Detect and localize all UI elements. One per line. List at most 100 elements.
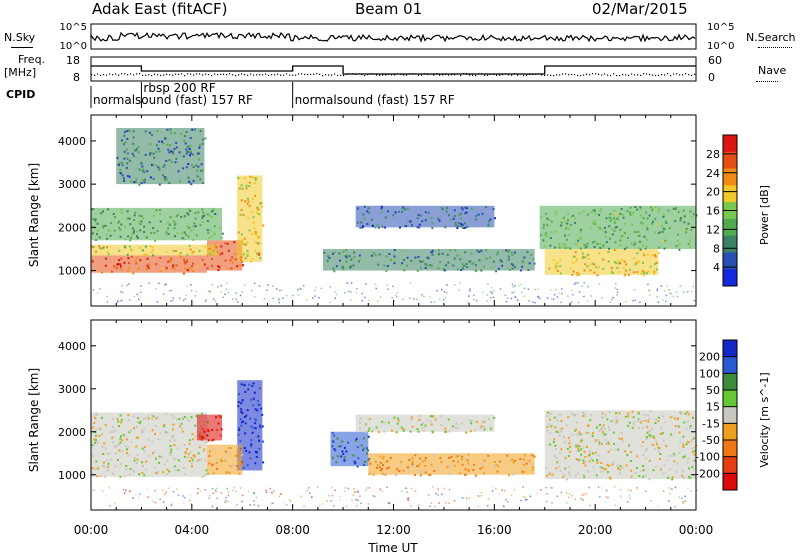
velocity-speckle [107, 452, 110, 455]
velocity-region-fill [355, 414, 495, 432]
power-speckle [620, 208, 623, 210]
velocity-speckle [431, 431, 434, 434]
power-speckle [430, 264, 433, 267]
power-speckle [156, 230, 159, 232]
velocity-noise [108, 486, 110, 489]
velocity-speckle [494, 461, 496, 463]
velocity-speckle [202, 450, 205, 453]
power-speckle [166, 128, 169, 131]
velocity-speckle [528, 459, 531, 462]
power-speckle [328, 256, 331, 259]
nave-dot [550, 74, 552, 77]
power-noise [347, 290, 350, 293]
power-region-7 [355, 205, 496, 230]
velocity-noise [504, 490, 506, 492]
velocity-speckle [408, 459, 411, 461]
velocity-speckle [244, 432, 247, 435]
nave-dot [151, 75, 153, 77]
velocity-speckle [245, 414, 248, 417]
velocity-speckle [194, 424, 197, 427]
velocity-speckle [602, 470, 605, 473]
power-noise [656, 296, 658, 298]
velocity-speckle [130, 441, 133, 444]
velocity-speckle [606, 463, 609, 466]
velocity-speckle [238, 472, 241, 475]
power-speckle [589, 227, 592, 230]
velocity-speckle [238, 462, 241, 465]
power-noise [660, 285, 663, 287]
velocity-colorbar-tick-label: -15 [702, 417, 720, 430]
velocity-speckle [481, 421, 484, 424]
velocity-speckle [691, 450, 694, 453]
power-noise [433, 301, 436, 303]
power-speckle [578, 212, 581, 215]
power-speckle [106, 251, 109, 254]
nave-dot [529, 73, 531, 76]
power-speckle [456, 254, 459, 257]
power-speckle [461, 208, 464, 211]
power-speckle [657, 232, 660, 235]
velocity-speckle [555, 448, 557, 450]
nave-dot [280, 74, 282, 76]
velocity-noise [374, 495, 376, 498]
nave-dot [364, 75, 366, 77]
power-speckle [242, 253, 245, 256]
power-speckle [470, 252, 473, 255]
velocity-noise [379, 488, 381, 491]
power-speckle [212, 209, 215, 212]
velocity-speckle [549, 471, 551, 474]
nave-dot [652, 74, 654, 76]
power-speckle [610, 228, 613, 231]
power-noise [572, 293, 574, 296]
velocity-speckle [204, 459, 207, 462]
power-noise [648, 289, 650, 292]
nave-dot [91, 74, 93, 76]
nave-dot [298, 73, 300, 75]
power-speckle [628, 273, 630, 276]
power-speckle [532, 258, 535, 261]
power-speckle [662, 227, 665, 230]
power-speckle [189, 248, 192, 251]
power-speckle [569, 223, 572, 226]
power-speckle [136, 237, 139, 239]
velocity-speckle [595, 474, 598, 477]
power-speckle [185, 148, 188, 151]
velocity-noise [125, 489, 127, 492]
power-speckle [475, 218, 478, 221]
power-speckle [132, 142, 135, 145]
velocity-speckle [384, 473, 387, 476]
velocity-noise [674, 506, 676, 508]
velocity-speckle [410, 416, 413, 419]
power-speckle [191, 163, 193, 166]
power-speckle [211, 258, 214, 261]
velocity-speckle [141, 447, 144, 450]
velocity-speckle [643, 414, 646, 416]
velocity-speckle [460, 458, 463, 461]
power-noise [375, 287, 377, 290]
velocity-noise [657, 505, 659, 507]
power-noise [679, 285, 681, 287]
power-noise [272, 285, 274, 287]
velocity-speckle [396, 422, 399, 425]
velocity-speckle [400, 426, 403, 429]
velocity-speckle [682, 435, 685, 438]
velocity-speckle [483, 420, 486, 423]
velocity-speckle [94, 468, 97, 470]
power-speckle [406, 256, 409, 259]
power-noise [172, 297, 175, 299]
power-speckle [248, 205, 251, 208]
velocity-speckle [190, 462, 193, 465]
velocity-speckle [220, 458, 223, 461]
velocity-speckle [173, 439, 176, 442]
velocity-speckle [157, 461, 160, 464]
power-speckle [237, 241, 240, 244]
velocity-speckle [112, 435, 115, 438]
power-speckle [128, 159, 131, 162]
velocity-noise [574, 498, 576, 500]
power-speckle [243, 176, 246, 179]
velocity-speckle [417, 430, 420, 433]
power-speckle [192, 251, 195, 253]
velocity-speckle [447, 418, 450, 421]
power-speckle [426, 264, 429, 267]
velocity-noise [138, 493, 141, 495]
